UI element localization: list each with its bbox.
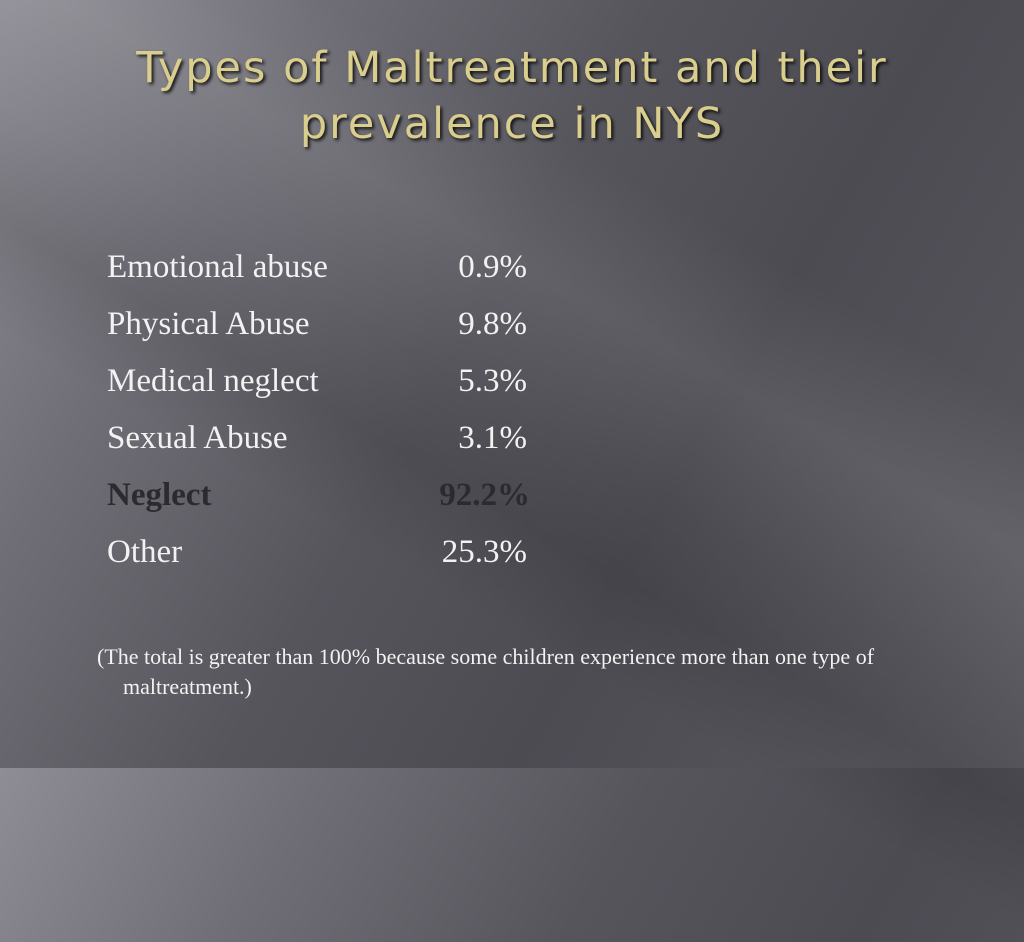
list-item-emotional-abuse: Emotional abuse 0.9% [107, 243, 547, 300]
prevalence-list: Emotional abuse 0.9% Physical Abuse 9.8%… [107, 243, 547, 585]
list-item-neglect: Neglect 92.2% [107, 471, 547, 528]
list-item-physical-abuse: Physical Abuse 9.8% [107, 300, 547, 357]
row-value: 3.1% [458, 420, 527, 456]
row-value: 0.9% [458, 249, 527, 285]
row-label: Emotional abuse [107, 249, 328, 285]
footnote: (The total is greater than 100% because … [97, 644, 875, 699]
list-item-other: Other 25.3% [107, 528, 547, 585]
row-label: Medical neglect [107, 363, 319, 399]
slide-title: Types of Maltreatment and their prevalen… [136, 43, 888, 149]
row-value: 92.2% [439, 477, 530, 513]
row-value: 25.3% [441, 534, 527, 570]
list-item-medical-neglect: Medical neglect 5.3% [107, 357, 547, 414]
row-label: Neglect [107, 477, 212, 513]
row-label: Physical Abuse [107, 306, 310, 342]
row-value: 9.8% [458, 306, 527, 342]
list-item-sexual-abuse: Sexual Abuse 3.1% [107, 414, 547, 471]
row-label: Other [107, 534, 183, 570]
row-label: Sexual Abuse [107, 420, 288, 456]
row-value: 5.3% [458, 363, 527, 399]
